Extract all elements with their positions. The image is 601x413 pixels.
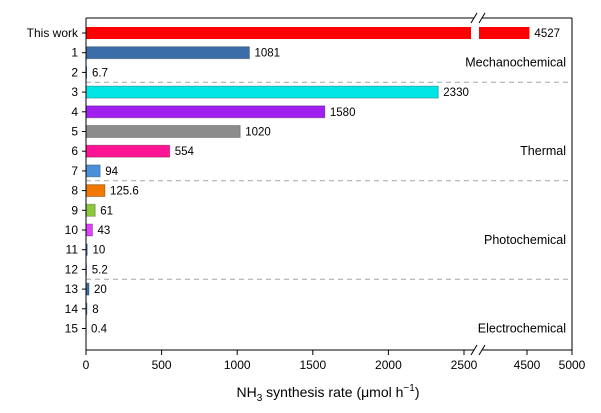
- category-label-14: 14: [65, 302, 79, 316]
- x-tick-label-0-1: 500: [152, 358, 172, 372]
- break-mark-a-1: [470, 344, 478, 356]
- value-label-13: 20: [94, 284, 107, 296]
- bar-0-right: [479, 27, 530, 39]
- category-label-8: 8: [71, 184, 78, 198]
- bar-9: [85, 203, 96, 217]
- value-label-0: 4527: [534, 28, 560, 40]
- bar-8: [85, 184, 106, 198]
- value-label-6: 554: [175, 146, 195, 158]
- x-tick-label-0-2: 1000: [224, 358, 251, 372]
- bar-1: [85, 46, 250, 60]
- x-tick-label-1-0: 4500: [514, 358, 541, 372]
- x-axis-title: NH3 synthesis rate (μmol h−1): [237, 383, 420, 404]
- value-label-10: 43: [98, 225, 111, 237]
- value-label-2: 6.7: [92, 67, 108, 79]
- category-label-12: 12: [65, 262, 79, 276]
- bar-4: [85, 105, 326, 119]
- value-label-5: 1020: [245, 127, 271, 139]
- value-label-1: 1081: [254, 48, 280, 60]
- category-label-4: 4: [71, 105, 78, 119]
- category-label-1: 1: [71, 46, 78, 60]
- category-label-2: 2: [71, 65, 78, 79]
- bar-3: [85, 85, 439, 99]
- bar-7: [85, 164, 101, 178]
- category-label-9: 9: [71, 203, 78, 217]
- x-tick-label-0-3: 1500: [299, 358, 326, 372]
- category-label-11: 11: [66, 243, 79, 257]
- category-label-15: 15: [65, 322, 79, 336]
- category-label-13: 13: [65, 282, 79, 296]
- category-label-3: 3: [71, 85, 78, 99]
- bar-11: [86, 243, 88, 256]
- category-label-7: 7: [71, 164, 78, 178]
- x-axis-title-mid: synthesis rate (μmol h: [262, 384, 403, 400]
- group-label-3: Electrochemical: [478, 322, 566, 336]
- value-label-11: 10: [93, 245, 106, 257]
- bar-2: [86, 66, 88, 79]
- x-axis-title-pre: NH: [237, 384, 257, 400]
- group-label-0: Mechanochemical: [465, 56, 566, 70]
- category-label-6: 6: [71, 144, 78, 158]
- value-label-7: 94: [105, 166, 118, 178]
- value-label-3: 2330: [443, 87, 469, 99]
- plot-frame: [85, 12, 573, 356]
- bar-0-left: [86, 27, 471, 39]
- value-label-12: 5.2: [92, 264, 108, 276]
- value-label-15: 0.4: [91, 324, 108, 336]
- bar-10: [85, 223, 94, 237]
- break-mark-a-0: [470, 12, 478, 24]
- group-label-2: Photochemical: [484, 233, 566, 247]
- axis-ticks: [82, 32, 573, 355]
- value-label-4: 1580: [330, 107, 356, 119]
- bar-5: [85, 125, 241, 138]
- category-label-5: 5: [71, 125, 78, 139]
- group-label-1: Thermal: [520, 144, 566, 158]
- x-tick-label-0-0: 0: [83, 358, 90, 372]
- break-mark-b-1: [478, 344, 486, 356]
- break-mark-b-0: [478, 12, 486, 24]
- category-label-0: This work: [27, 26, 79, 40]
- x-axis-title-sup: −1: [403, 383, 415, 394]
- value-label-14: 8: [92, 304, 98, 316]
- value-label-8: 125.6: [110, 186, 139, 198]
- x-tick-label-1-1: 5000: [559, 358, 586, 372]
- category-label-10: 10: [65, 223, 79, 237]
- x-axis-title-sub: 3: [257, 393, 263, 404]
- bar-14: [86, 302, 88, 315]
- x-axis-title-post: ): [415, 384, 420, 400]
- value-label-9: 61: [100, 205, 113, 217]
- bar-6: [85, 144, 171, 158]
- x-tick-label-0-4: 2000: [375, 358, 402, 372]
- group-separators: [86, 81, 572, 280]
- x-tick-label-0-5: 2500: [451, 358, 478, 372]
